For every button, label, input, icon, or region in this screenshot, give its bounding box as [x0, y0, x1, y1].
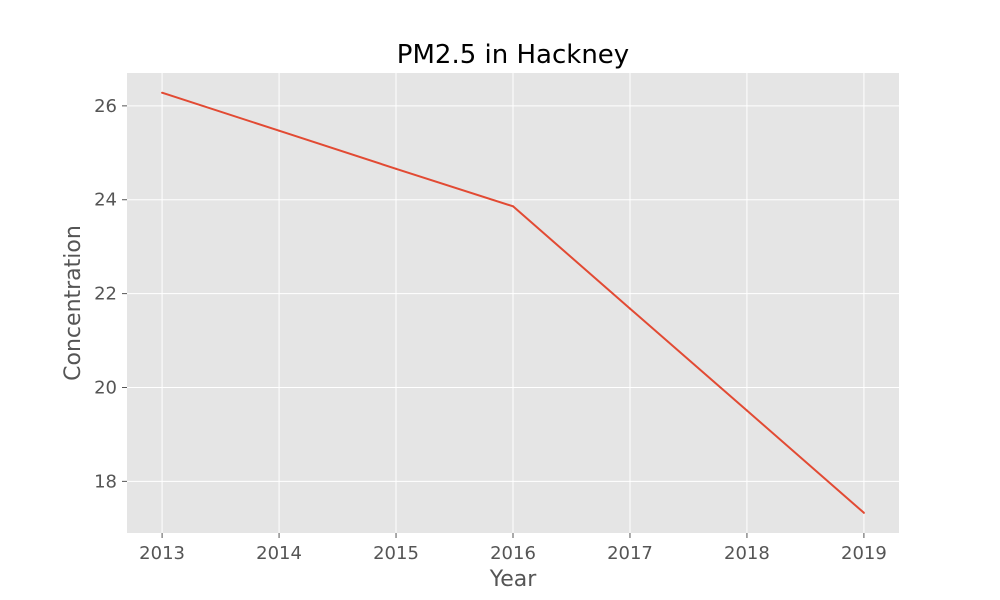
data-point	[512, 205, 514, 208]
x-tick-label: 2017	[607, 543, 653, 564]
y-axis-label: Concentration	[61, 225, 86, 381]
data-point	[161, 91, 164, 94]
series-layer	[161, 91, 865, 514]
data-point	[745, 409, 748, 412]
y-tick-label: 20	[94, 377, 117, 398]
y-tick-label: 26	[94, 96, 117, 117]
axis-ticks: 2013 2014 2015 2016 2017 2018 2019 18 20 22 24 26	[94, 96, 887, 564]
x-tick-label: 2018	[724, 543, 770, 564]
y-tick-label: 18	[94, 471, 117, 492]
data-point	[862, 511, 865, 514]
data-point	[278, 129, 281, 132]
data-point	[395, 167, 398, 170]
x-tick-label: 2019	[841, 543, 887, 564]
grid	[127, 73, 899, 533]
x-tick-label: 2015	[373, 543, 419, 564]
x-tick-label: 2014	[256, 543, 302, 564]
y-tick-label: 22	[94, 284, 117, 305]
x-tick-label: 2016	[490, 543, 536, 564]
x-axis-label: Year	[489, 567, 538, 592]
y-tick-label: 24	[94, 190, 117, 211]
chart-title: PM2.5 in Hackney	[397, 40, 629, 70]
x-tick-label: 2013	[139, 543, 185, 564]
data-point	[628, 307, 631, 310]
